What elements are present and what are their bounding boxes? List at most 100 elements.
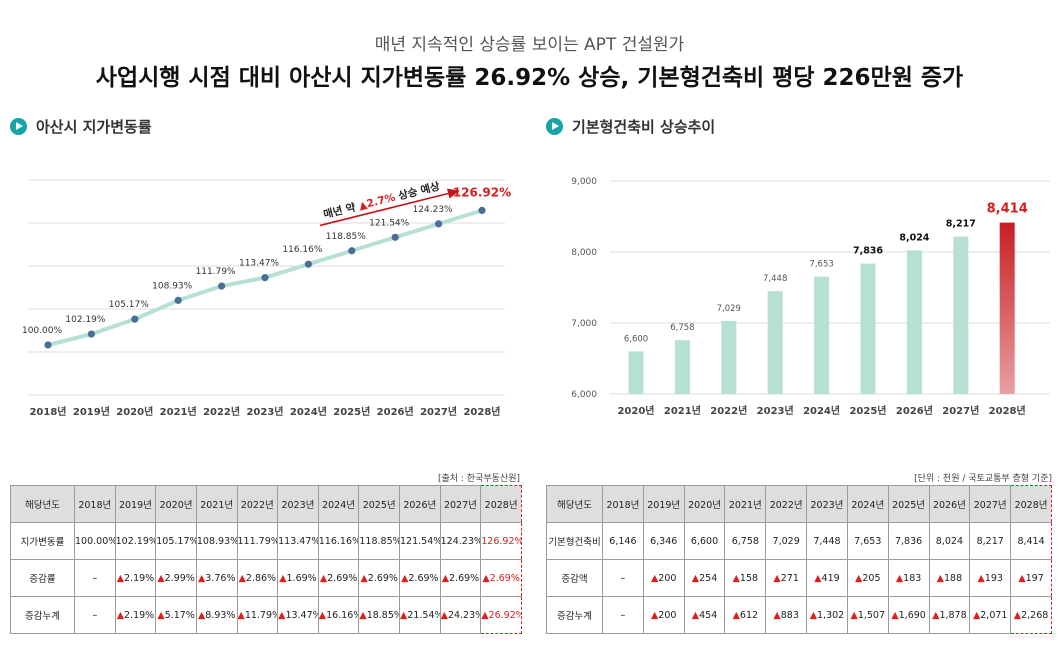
bar-value-label: 7,653 [809, 260, 833, 270]
table-cell: ▲2,071 [969, 596, 1012, 634]
table-cell: ▲188 [928, 559, 971, 597]
play-bullet-icon [546, 118, 563, 135]
bar [767, 291, 783, 394]
x-tick-label: 2023년 [246, 405, 283, 418]
cell-value: 205 [862, 572, 881, 584]
table-cell: ▲13.47% [277, 596, 319, 634]
table-cell: ▲200 [642, 596, 685, 634]
table-cell: ▲2.69% [358, 559, 400, 597]
bar-value-label: 8,217 [946, 219, 976, 230]
table-header-row: 해당년도 2018년 2019년 2020년 2021년 2022년 2023년 2024년 2… [10, 485, 522, 523]
data-point [435, 220, 443, 228]
table-cell: ▲3.76% [195, 559, 238, 597]
data-label: 111.79% [196, 267, 236, 277]
construction-cost-bar-chart: 9,000 8,000 7,000 6,000 6,600 2020년 6,758 2021년… [571, 177, 1050, 417]
cell-value: 158 [739, 572, 759, 584]
cell-value: 26.92% [488, 609, 522, 621]
table-cell: 100.00% [74, 522, 116, 560]
table-cell: ▲200 [642, 559, 685, 597]
table-cell: ▲2.19% [114, 559, 157, 597]
table-cell: 6,600 [683, 522, 726, 560]
table-cell: ▲193 [969, 559, 1012, 597]
column-header: 2019년 [114, 485, 157, 523]
up-triangle-icon: ▲ [481, 609, 489, 621]
data-label: 118.85% [326, 232, 366, 242]
cell-value: 183 [903, 572, 922, 584]
table-cell: ▲18.85% [358, 596, 400, 634]
row-label: 증감액 [546, 559, 603, 597]
table-cell: ▲26.92% [480, 596, 522, 634]
table-cell: ▲1,507 [846, 596, 889, 634]
table-cell: 8,414 [1010, 522, 1052, 560]
column-header: 2021년 [724, 485, 767, 523]
cell-value: 883 [780, 609, 799, 621]
cell-value: 1,302 [817, 609, 845, 621]
table-cell: 126.92% [480, 522, 522, 560]
up-triangle-icon: ▲ [773, 609, 781, 621]
table-header-row: 해당년도 2018년 2019년 2020년 2021년 2022년 2023년 2024년 2… [546, 485, 1052, 523]
up-triangle-icon: ▲ [895, 572, 904, 584]
cell-value: 200 [658, 609, 677, 621]
table-row: 증감률 – ▲2.19% ▲2.99% ▲3.76% ▲2.86% ▲1.69% ▲2.69%… [10, 559, 522, 597]
column-header: 2020년 [683, 485, 726, 523]
y-tick-label: 6,000 [571, 390, 597, 400]
table-row: 증감누계 – ▲200 ▲454 ▲612 ▲883 ▲1,302 ▲1,507 ▲1,690 ▲… [546, 596, 1052, 634]
up-triangle-icon: ▲ [814, 572, 822, 584]
cell-value: 2.99% [164, 572, 195, 584]
page-title: 사업시행 시점 대비 아산시 지가변동률 26.92% 상승, 기본형건축비 평… [95, 65, 964, 91]
up-triangle-icon: ▲ [1013, 609, 1022, 621]
bar-value-label: 8,414 [987, 202, 1028, 217]
table-cell: ▲5.17% [155, 596, 197, 634]
x-tick-label: 2027년 [942, 404, 979, 417]
bar [906, 250, 922, 394]
up-triangle-icon: ▲ [116, 609, 124, 621]
column-header: 2018년 [602, 485, 644, 523]
x-tick-label: 2024년 [803, 404, 840, 417]
row-label: 지가변동률 [10, 522, 75, 560]
up-triangle-icon: ▲ [850, 609, 858, 621]
x-tick-label: 2025년 [849, 404, 886, 417]
land-price-table: 해당년도 2018년 2019년 2020년 2021년 2022년 2023년 2024년 2… [10, 485, 522, 634]
bar [953, 236, 969, 394]
data-label: 121.54% [369, 218, 409, 228]
construction-cost-table: 해당년도 2018년 2019년 2020년 2021년 2022년 2023년 2024년 2… [546, 485, 1052, 634]
data-label: 116.16% [282, 245, 322, 255]
play-bullet-icon [10, 118, 27, 135]
up-triangle-icon: ▲ [157, 609, 165, 621]
up-triangle-icon: ▲ [650, 609, 659, 621]
up-triangle-icon: ▲ [318, 609, 327, 621]
y-tick-label: 7,000 [571, 319, 597, 329]
x-tick-label: 2026년 [377, 405, 414, 418]
up-triangle-icon: ▲ [891, 609, 899, 621]
cell-value: 1.69% [286, 572, 317, 584]
bar [628, 351, 644, 394]
table-cell: ▲205 [846, 559, 889, 597]
table-cell: 7,653 [846, 522, 889, 560]
table-cell: 102.19% [114, 522, 157, 560]
up-triangle-icon: ▲ [972, 609, 981, 621]
column-header: 2026년 [399, 485, 441, 523]
right-section-header: 기본형건축비 상승추이 [546, 116, 715, 137]
up-triangle-icon: ▲ [732, 609, 740, 621]
column-header: 2024년 [846, 485, 889, 523]
table-cell: 7,448 [806, 522, 848, 560]
x-tick-label: 2022년 [203, 405, 240, 418]
row-label: 증감누계 [546, 596, 603, 634]
x-tick-label: 2020년 [617, 404, 654, 417]
x-tick-label: 2028년 [989, 404, 1026, 417]
cell-value: 612 [739, 609, 759, 621]
data-point [44, 341, 52, 349]
left-section-title: 아산시 지가변동률 [36, 118, 152, 136]
table-cell: 118.85% [358, 522, 400, 560]
column-header: 2025년 [358, 485, 400, 523]
left-table-source: [출처 : 한국부동산원] [437, 474, 520, 484]
trend-value: ▲2.7% [358, 192, 397, 213]
bar-value-label: 8,024 [899, 232, 929, 243]
data-point [174, 296, 182, 304]
cell-value: 2.86% [245, 572, 277, 584]
x-tick-label: 2023년 [757, 404, 794, 417]
up-triangle-icon: ▲ [360, 572, 368, 584]
table-cell: ▲2.86% [236, 559, 279, 597]
table-cell: ▲183 [887, 559, 930, 597]
up-triangle-icon: ▲ [936, 572, 944, 584]
